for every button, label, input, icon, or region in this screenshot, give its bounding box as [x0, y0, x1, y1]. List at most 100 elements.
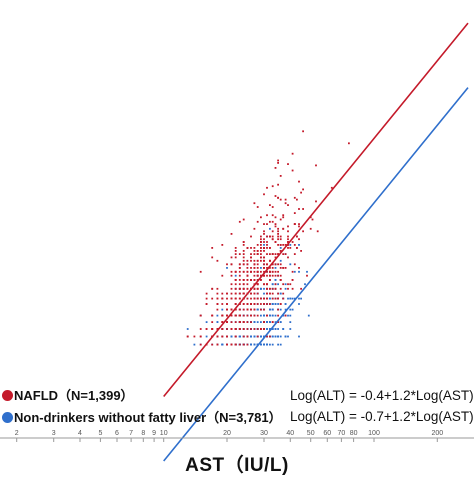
point-nafld: [256, 303, 259, 305]
point-nafld: [250, 297, 252, 300]
point-nafld: [246, 314, 249, 317]
point-nondrinkers: [205, 321, 208, 323]
point-nafld: [205, 328, 208, 330]
point-nafld: [230, 233, 233, 235]
point-nafld: [282, 297, 285, 300]
point-nafld: [211, 297, 214, 300]
point-nafld: [260, 256, 262, 259]
point-nafld: [253, 267, 256, 269]
point-nondrinkers: [284, 303, 287, 305]
point-nafld: [253, 279, 256, 281]
point-nafld: [282, 267, 285, 269]
point-nafld: [282, 227, 285, 230]
point-nondrinkers: [260, 267, 262, 269]
point-nondrinkers: [293, 297, 296, 300]
point-nafld: [274, 216, 277, 219]
point-nafld: [263, 303, 265, 305]
point-nafld: [266, 214, 268, 217]
point-nafld: [279, 279, 282, 281]
point-nafld: [238, 270, 241, 273]
point-nafld: [211, 287, 214, 290]
point-nondrinkers: [298, 244, 300, 246]
point-nafld: [271, 230, 274, 233]
point-nondrinkers: [271, 308, 274, 311]
point-nondrinkers: [287, 314, 289, 317]
point-nafld: [263, 256, 265, 259]
point-nafld: [260, 328, 262, 330]
point-nafld: [300, 250, 302, 252]
point-nafld: [221, 274, 224, 277]
point-nafld: [274, 225, 277, 228]
point-nafld: [287, 256, 289, 259]
x-tick-label: 10: [160, 430, 168, 437]
point-nafld: [256, 250, 259, 252]
point-nafld: [260, 241, 262, 243]
point-nafld: [246, 267, 249, 269]
point-nafld: [266, 314, 268, 317]
point-nondrinkers: [269, 321, 271, 323]
point-nondrinkers: [289, 263, 292, 266]
point-nondrinkers: [287, 335, 289, 338]
point-nondrinkers: [279, 343, 282, 346]
point-nondrinkers: [298, 303, 300, 305]
x-tick-label: 100: [368, 430, 380, 437]
point-nafld: [250, 321, 252, 323]
point-nafld: [226, 335, 228, 338]
point-nondrinkers: [269, 227, 271, 230]
point-nafld: [242, 253, 245, 255]
point-nafld: [238, 220, 241, 223]
point-nondrinkers: [289, 314, 292, 317]
point-nafld: [238, 297, 241, 300]
point-nondrinkers: [271, 328, 274, 330]
point-nafld: [234, 287, 237, 290]
point-nafld: [287, 241, 289, 243]
point-nafld: [271, 220, 274, 223]
point-nafld: [263, 274, 265, 277]
point-nafld: [279, 218, 282, 221]
point-nafld: [250, 267, 252, 269]
point-nafld: [250, 303, 252, 305]
point-nafld: [221, 321, 224, 323]
point-nafld: [302, 130, 304, 133]
point-nondrinkers: [271, 343, 274, 346]
point-nafld: [266, 223, 268, 225]
point-nafld: [234, 314, 237, 317]
point-nafld: [271, 267, 274, 269]
point-nafld: [242, 287, 245, 290]
point-nondrinkers: [274, 328, 277, 330]
point-nondrinkers: [274, 321, 277, 323]
point-nafld: [230, 287, 233, 290]
point-nafld: [238, 253, 241, 255]
legend-swatch-nafld: [2, 390, 13, 401]
point-nafld: [234, 328, 237, 330]
point-nafld: [287, 247, 289, 249]
point-nondrinkers: [256, 308, 259, 311]
point-nafld: [246, 247, 249, 249]
point-nafld: [260, 253, 262, 255]
point-nafld: [266, 241, 268, 243]
point-nondrinkers: [271, 303, 274, 305]
point-nafld: [234, 253, 237, 255]
point-nafld: [242, 259, 245, 262]
point-nafld: [253, 202, 256, 205]
point-nafld: [298, 267, 300, 269]
point-nondrinkers: [300, 297, 302, 300]
point-nondrinkers: [271, 335, 274, 338]
point-nafld: [300, 287, 302, 290]
point-nafld: [269, 279, 271, 281]
point-nafld: [230, 274, 233, 277]
point-nafld: [315, 164, 317, 167]
point-nafld: [226, 292, 228, 295]
point-nafld: [287, 238, 289, 241]
point-nafld: [250, 256, 252, 259]
point-nafld: [274, 167, 277, 169]
point-nondrinkers: [284, 308, 287, 311]
point-nafld: [289, 283, 292, 286]
point-nafld: [205, 303, 208, 305]
point-nafld: [256, 274, 259, 277]
point-nafld: [250, 270, 252, 273]
point-nafld: [226, 308, 228, 311]
point-nafld: [230, 328, 233, 330]
point-nafld: [230, 314, 233, 317]
point-nafld: [260, 279, 262, 281]
